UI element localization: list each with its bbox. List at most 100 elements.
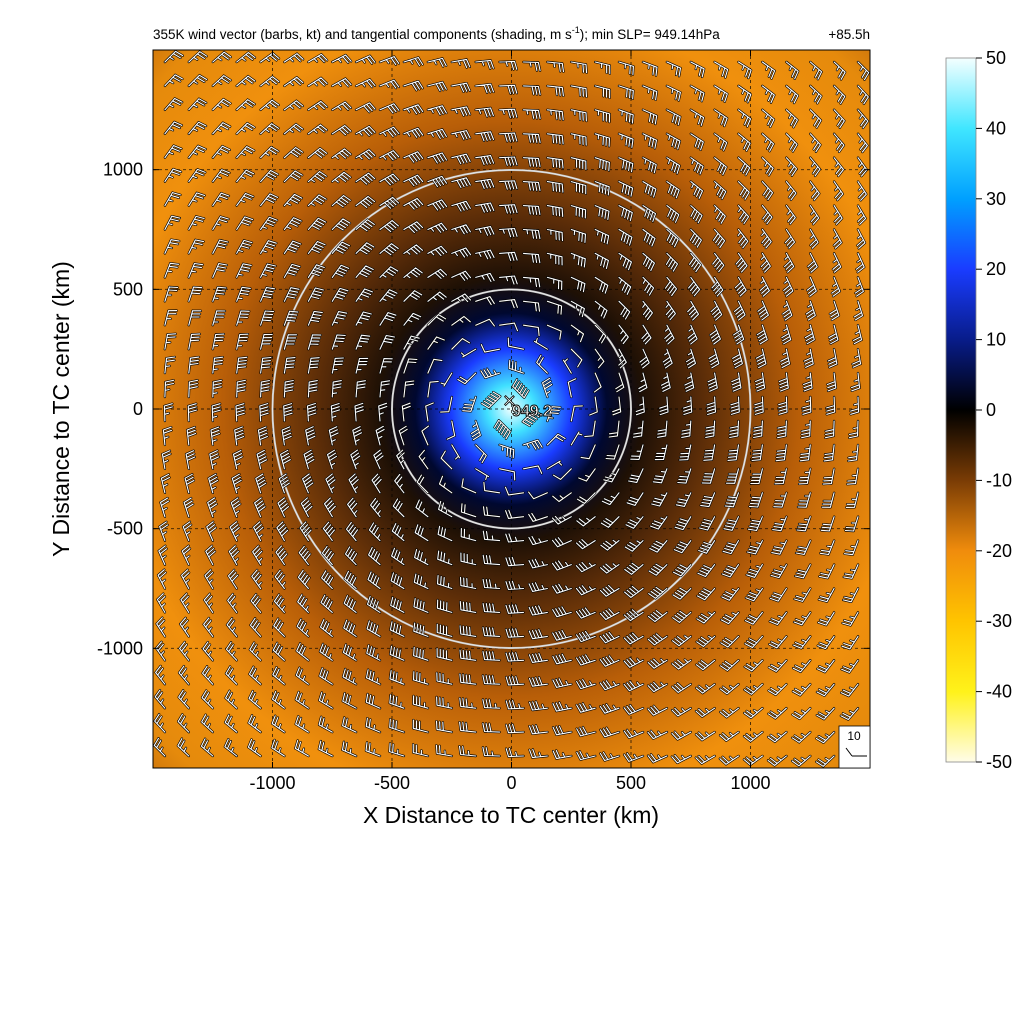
wind-barb: [840, 635, 860, 651]
wind-barb: [815, 707, 836, 721]
wind-barb: [711, 252, 725, 273]
wind-barb: [211, 309, 227, 327]
wind-barb: [528, 676, 549, 688]
wind-barb: [546, 180, 565, 194]
wind-barb: [187, 309, 202, 327]
wind-barb: [658, 395, 670, 416]
wind-barb: [211, 192, 231, 207]
wind-barb: [570, 156, 588, 171]
wind-barb: [414, 498, 430, 518]
wind-barb: [295, 642, 310, 662]
wind-barb: [227, 568, 239, 590]
wind-barb: [354, 54, 377, 65]
wind-barb: [201, 640, 214, 662]
wind-barb: [163, 262, 180, 279]
wind-barb: [839, 707, 860, 721]
wind-barb: [527, 558, 549, 570]
wind-barb: [402, 197, 424, 211]
wind-barb: [820, 515, 836, 533]
wind-barb: [282, 402, 294, 423]
wind-barb: [274, 569, 286, 590]
wind-barb: [402, 150, 424, 164]
wind-barb: [426, 313, 447, 327]
wind-barb: [187, 215, 206, 231]
x-axis-title: X Distance to TC center (km): [363, 802, 659, 828]
wind-barb: [647, 632, 669, 646]
wind-barb: [794, 563, 812, 580]
wind-barb: [300, 496, 314, 518]
wind-barb: [388, 718, 406, 734]
wind-barb: [426, 222, 448, 234]
wind-barb: [178, 640, 190, 662]
wind-barb: [770, 539, 788, 556]
wind-barb: [372, 448, 385, 470]
wind-barb: [200, 737, 214, 758]
wind-barb: [161, 449, 172, 470]
wind-barb: [809, 180, 821, 202]
wind-barb: [794, 539, 812, 556]
wind-barb: [622, 703, 645, 716]
wind-barb: [806, 252, 819, 274]
wind-barb: [402, 220, 424, 234]
forecast-hour-label: +85.5h: [828, 27, 870, 42]
wind-barb: [319, 594, 334, 614]
wind-barb: [163, 73, 184, 88]
wind-barb: [259, 216, 279, 231]
tc-center-symbol: ×: [503, 388, 516, 413]
wind-barb: [793, 587, 812, 603]
wind-barb: [646, 681, 669, 693]
wind-barb: [647, 563, 669, 577]
wind-barb: [665, 228, 680, 248]
wind-barb: [187, 262, 204, 279]
wind-barb: [307, 240, 327, 255]
wind-barb: [552, 749, 573, 760]
wind-barb: [840, 683, 860, 698]
wind-barb: [784, 228, 796, 250]
wind-barb: [567, 377, 577, 399]
wind-barb: [713, 180, 727, 201]
wind-barb: [157, 544, 168, 566]
wind-barb: [331, 194, 352, 208]
wind-barb: [828, 300, 841, 322]
wind-barb: [180, 568, 191, 590]
wind-barb: [809, 60, 823, 81]
colorbar-tick-label: -20: [986, 541, 1012, 561]
wind-barb: [611, 395, 622, 416]
wind-barb: [521, 409, 543, 428]
wind-barb: [163, 167, 183, 183]
wind-barb: [673, 539, 692, 554]
wind-barb: [701, 467, 716, 485]
wind-barb: [617, 324, 630, 345]
wind-barb: [307, 193, 328, 207]
wind-barb: [588, 395, 599, 417]
wind-barb: [450, 153, 472, 165]
wind-barb: [604, 443, 621, 461]
wind-barb: [259, 52, 281, 64]
wind-barb: [321, 545, 335, 566]
wind-barb: [594, 84, 611, 100]
wind-barb: [575, 515, 597, 528]
wind-barb: [641, 60, 659, 77]
wind-barb: [855, 252, 866, 274]
wind-barb: [665, 180, 681, 199]
wind-barb: [203, 568, 214, 590]
wind-barb: [625, 491, 645, 507]
wind-barb: [345, 521, 359, 542]
wind-barb: [270, 738, 286, 758]
wind-barb: [665, 156, 681, 175]
wind-barb: [187, 355, 200, 375]
wind-barb: [734, 276, 748, 298]
wind-barb: [791, 754, 812, 767]
wind-barb: [754, 371, 766, 393]
wind-barb: [522, 300, 541, 313]
wind-barb: [756, 300, 770, 322]
wind-barb: [436, 525, 453, 542]
y-tick-label: -1000: [97, 638, 143, 658]
wind-barb: [737, 204, 750, 225]
wind-barb: [641, 156, 658, 174]
wind-barb: [570, 60, 588, 74]
wind-barb: [280, 425, 293, 447]
wind-barb: [402, 266, 424, 279]
wind-barb: [183, 473, 196, 494]
wind-barb: [641, 300, 654, 321]
